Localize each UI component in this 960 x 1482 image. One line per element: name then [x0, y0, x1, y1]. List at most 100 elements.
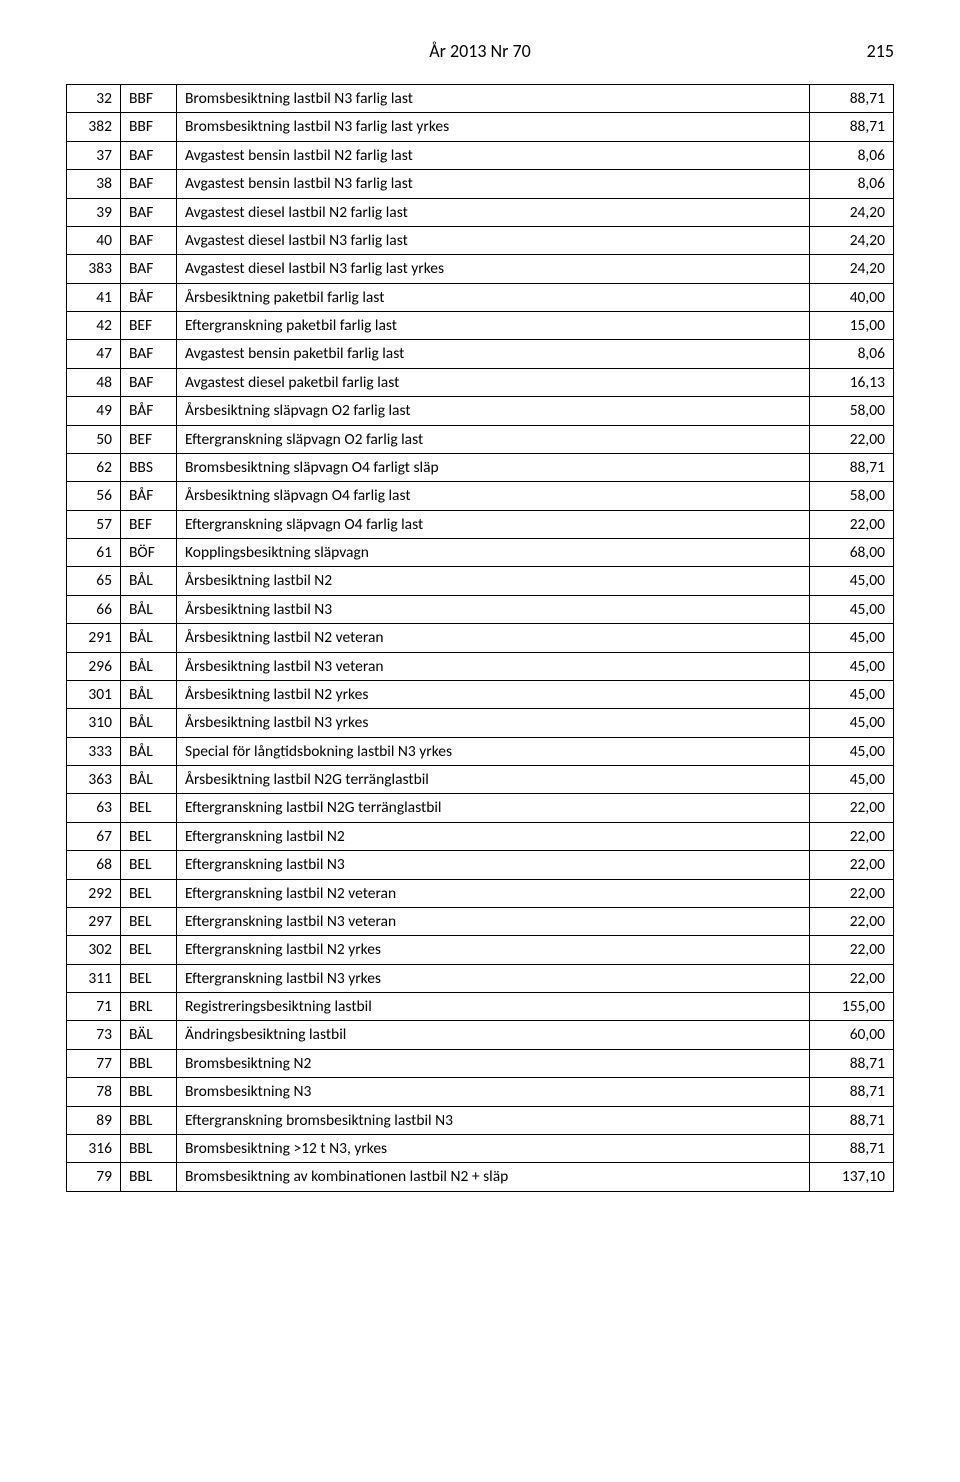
row-id: 32: [67, 85, 121, 113]
table-row: 66BÅLÅrsbesiktning lastbil N345,00: [67, 595, 894, 623]
row-description: Bromsbesiktning >12 t N3, yrkes: [177, 1134, 810, 1162]
fee-table-body: 32BBFBromsbesiktning lastbil N3 farlig l…: [67, 85, 894, 1192]
row-value: 24,20: [810, 226, 894, 254]
table-row: 382BBFBromsbesiktning lastbil N3 farlig …: [67, 113, 894, 141]
table-row: 40BAFAvgastest diesel lastbil N3 farlig …: [67, 226, 894, 254]
row-value: 8,06: [810, 141, 894, 169]
row-description: Årsbesiktning lastbil N3 yrkes: [177, 709, 810, 737]
row-id: 291: [67, 624, 121, 652]
row-code: BÅL: [121, 595, 177, 623]
table-row: 73BÄLÄndringsbesiktning lastbil60,00: [67, 1021, 894, 1049]
row-value: 22,00: [810, 936, 894, 964]
row-value: 22,00: [810, 907, 894, 935]
row-value: 58,00: [810, 397, 894, 425]
row-description: Bromsbesiktning av kombinationen lastbil…: [177, 1163, 810, 1191]
row-description: Eftergranskning lastbil N2: [177, 822, 810, 850]
row-value: 45,00: [810, 595, 894, 623]
row-value: 22,00: [810, 794, 894, 822]
table-row: 363BÅLÅrsbesiktning lastbil N2G terrängl…: [67, 766, 894, 794]
row-id: 383: [67, 255, 121, 283]
row-value: 45,00: [810, 709, 894, 737]
page-number: 215: [844, 40, 894, 62]
row-id: 71: [67, 993, 121, 1021]
row-id: 49: [67, 397, 121, 425]
row-code: BÅL: [121, 737, 177, 765]
row-id: 66: [67, 595, 121, 623]
row-id: 41: [67, 283, 121, 311]
row-value: 16,13: [810, 368, 894, 396]
row-description: Avgastest diesel lastbil N2 farlig last: [177, 198, 810, 226]
row-value: 8,06: [810, 340, 894, 368]
row-id: 50: [67, 425, 121, 453]
row-code: BBL: [121, 1134, 177, 1162]
row-id: 89: [67, 1106, 121, 1134]
table-row: 49BÅFÅrsbesiktning släpvagn O2 farlig la…: [67, 397, 894, 425]
row-code: BÅL: [121, 766, 177, 794]
row-id: 37: [67, 141, 121, 169]
row-id: 316: [67, 1134, 121, 1162]
row-value: 22,00: [810, 822, 894, 850]
row-value: 58,00: [810, 482, 894, 510]
row-code: BRL: [121, 993, 177, 1021]
row-id: 67: [67, 822, 121, 850]
row-id: 61: [67, 539, 121, 567]
row-id: 311: [67, 964, 121, 992]
row-value: 155,00: [810, 993, 894, 1021]
row-description: Årsbesiktning lastbil N2 yrkes: [177, 680, 810, 708]
row-code: BBL: [121, 1078, 177, 1106]
row-value: 40,00: [810, 283, 894, 311]
table-row: 71BRLRegistreringsbesiktning lastbil155,…: [67, 993, 894, 1021]
row-id: 68: [67, 851, 121, 879]
row-description: Bromsbesiktning lastbil N3 farlig last: [177, 85, 810, 113]
row-code: BEL: [121, 822, 177, 850]
row-description: Årsbesiktning lastbil N3: [177, 595, 810, 623]
row-value: 15,00: [810, 312, 894, 340]
row-code: BEF: [121, 312, 177, 340]
row-id: 292: [67, 879, 121, 907]
row-code: BÄL: [121, 1021, 177, 1049]
table-row: 63BELEftergranskning lastbil N2G terräng…: [67, 794, 894, 822]
table-row: 77BBLBromsbesiktning N288,71: [67, 1049, 894, 1077]
row-description: Kopplingsbesiktning släpvagn: [177, 539, 810, 567]
row-id: 63: [67, 794, 121, 822]
row-id: 302: [67, 936, 121, 964]
row-code: BBL: [121, 1163, 177, 1191]
row-code: BÅL: [121, 709, 177, 737]
row-id: 42: [67, 312, 121, 340]
row-id: 56: [67, 482, 121, 510]
row-id: 62: [67, 453, 121, 481]
row-id: 79: [67, 1163, 121, 1191]
row-code: BÅL: [121, 680, 177, 708]
row-description: Eftergranskning släpvagn O4 farlig last: [177, 510, 810, 538]
row-id: 40: [67, 226, 121, 254]
table-row: 316BBLBromsbesiktning >12 t N3, yrkes88,…: [67, 1134, 894, 1162]
row-value: 45,00: [810, 624, 894, 652]
row-description: Eftergranskning lastbil N2 veteran: [177, 879, 810, 907]
row-description: Registreringsbesiktning lastbil: [177, 993, 810, 1021]
row-code: BEL: [121, 879, 177, 907]
table-row: 37BAFAvgastest bensin lastbil N2 farlig …: [67, 141, 894, 169]
row-value: 45,00: [810, 766, 894, 794]
row-description: Bromsbesiktning släpvagn O4 farligt släp: [177, 453, 810, 481]
row-value: 60,00: [810, 1021, 894, 1049]
row-description: Årsbesiktning lastbil N2 veteran: [177, 624, 810, 652]
table-row: 56BÅFÅrsbesiktning släpvagn O4 farlig la…: [67, 482, 894, 510]
row-value: 24,20: [810, 255, 894, 283]
table-row: 38BAFAvgastest bensin lastbil N3 farlig …: [67, 170, 894, 198]
row-description: Bromsbesiktning N3: [177, 1078, 810, 1106]
table-row: 78BBLBromsbesiktning N388,71: [67, 1078, 894, 1106]
row-description: Årsbesiktning släpvagn O4 farlig last: [177, 482, 810, 510]
row-value: 88,71: [810, 85, 894, 113]
row-description: Eftergranskning lastbil N3 yrkes: [177, 964, 810, 992]
row-description: Årsbesiktning släpvagn O2 farlig last: [177, 397, 810, 425]
table-row: 42BEFEftergranskning paketbil farlig las…: [67, 312, 894, 340]
row-description: Årsbesiktning lastbil N2G terränglastbil: [177, 766, 810, 794]
row-code: BÅL: [121, 567, 177, 595]
table-row: 32BBFBromsbesiktning lastbil N3 farlig l…: [67, 85, 894, 113]
row-code: BBL: [121, 1106, 177, 1134]
row-code: BBF: [121, 113, 177, 141]
fee-table: 32BBFBromsbesiktning lastbil N3 farlig l…: [66, 84, 894, 1192]
row-value: 88,71: [810, 453, 894, 481]
row-description: Avgastest diesel lastbil N3 farlig last …: [177, 255, 810, 283]
row-code: BEL: [121, 907, 177, 935]
